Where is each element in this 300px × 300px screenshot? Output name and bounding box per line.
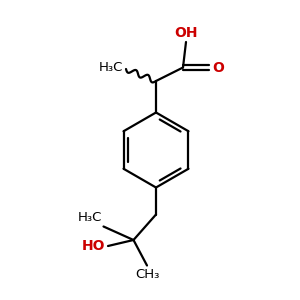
Text: CH₃: CH₃ [135, 268, 159, 281]
Text: O: O [212, 61, 224, 74]
Text: HO: HO [82, 239, 106, 253]
Text: H₃C: H₃C [78, 211, 102, 224]
Text: OH: OH [174, 26, 198, 40]
Text: H₃C: H₃C [99, 61, 124, 74]
